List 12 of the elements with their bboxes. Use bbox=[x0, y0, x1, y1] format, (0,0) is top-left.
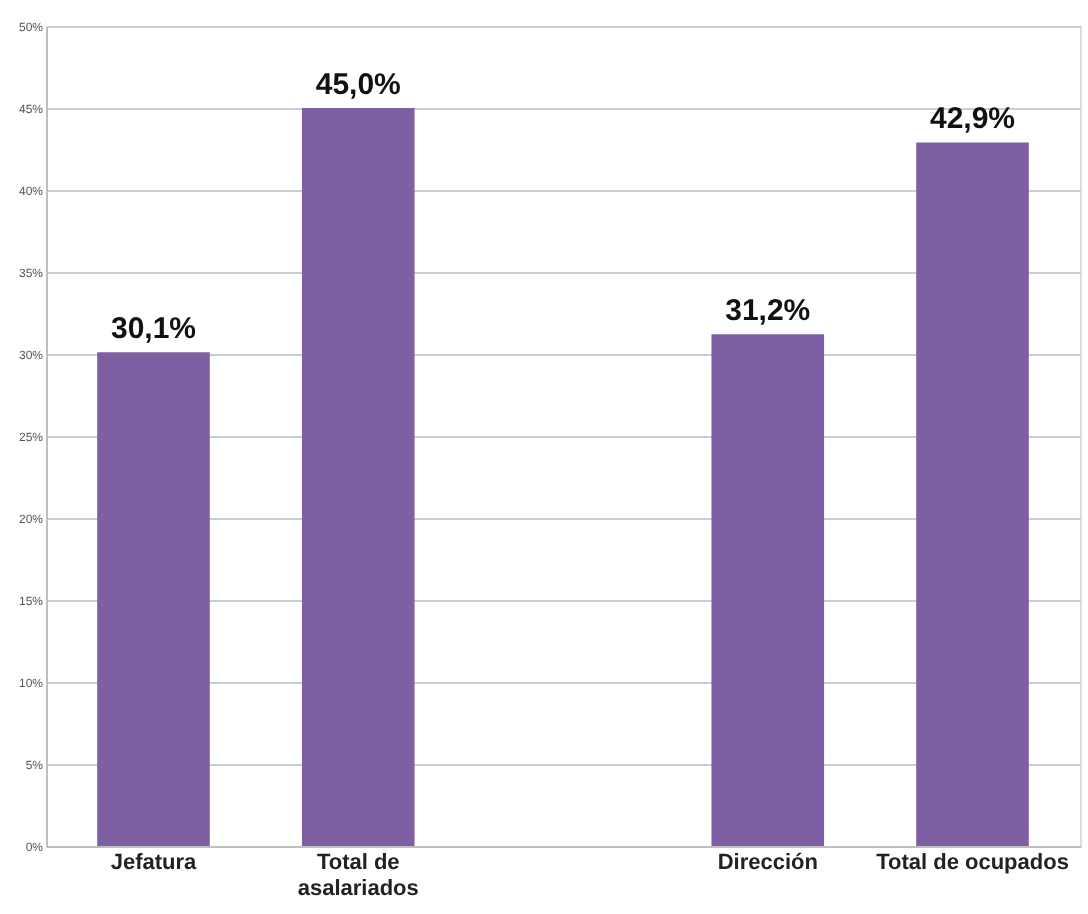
data-label: 42,9% bbox=[929, 102, 1016, 137]
x-tick-label: Jefatura bbox=[110, 851, 199, 875]
bar bbox=[711, 334, 825, 846]
x-tick-label: Dirección bbox=[717, 851, 819, 875]
data-label: 31,2% bbox=[725, 294, 811, 329]
bar bbox=[97, 352, 210, 846]
data-label: 45,0% bbox=[315, 68, 401, 102]
x-tick-label: Total de ocupados bbox=[876, 851, 1069, 875]
data-label: 30,1% bbox=[110, 312, 197, 347]
bar bbox=[301, 108, 415, 846]
bar bbox=[916, 142, 1029, 846]
x-tick-label: Total de asalariados bbox=[297, 851, 419, 901]
